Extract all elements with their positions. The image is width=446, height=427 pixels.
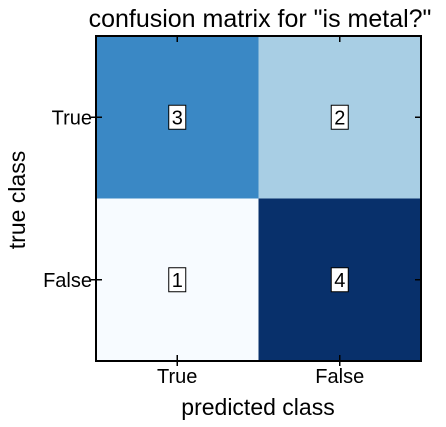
y-tick-label-1: False: [43, 270, 92, 292]
cell-value-text-0-1: 2: [334, 107, 345, 129]
cell-value-text-1-1: 4: [334, 270, 345, 292]
x-axis-label: predicted class: [181, 394, 334, 420]
y-tick-label-0: True: [52, 107, 92, 129]
y-ticks: True False: [43, 107, 421, 292]
y-axis-label: true class: [4, 151, 30, 249]
cell-value-box-1-1: [330, 267, 349, 293]
heatmap-cells: [96, 36, 421, 361]
cell-value-1-1: 4: [330, 267, 349, 293]
plot-frame: [95, 35, 422, 362]
x-ticks: True False: [157, 36, 364, 388]
cell-value-0-0: 3: [168, 104, 187, 130]
x-tick-label-1: False: [315, 366, 364, 388]
cell-value-1-0: 1: [168, 267, 187, 293]
chart-title: confusion matrix for "is metal?": [89, 5, 432, 33]
cell-value-text-0-0: 3: [172, 107, 183, 129]
cell-labels: 3 2 1 4: [168, 104, 349, 293]
cell-value-box-0-0: [168, 104, 187, 130]
cell-value-box-0-1: [330, 104, 349, 130]
cell-value-0-1: 2: [330, 104, 349, 130]
x-tick-label-0: True: [157, 366, 197, 388]
cell-value-box-1-0: [168, 267, 187, 293]
cell-value-text-1-0: 1: [172, 270, 183, 292]
